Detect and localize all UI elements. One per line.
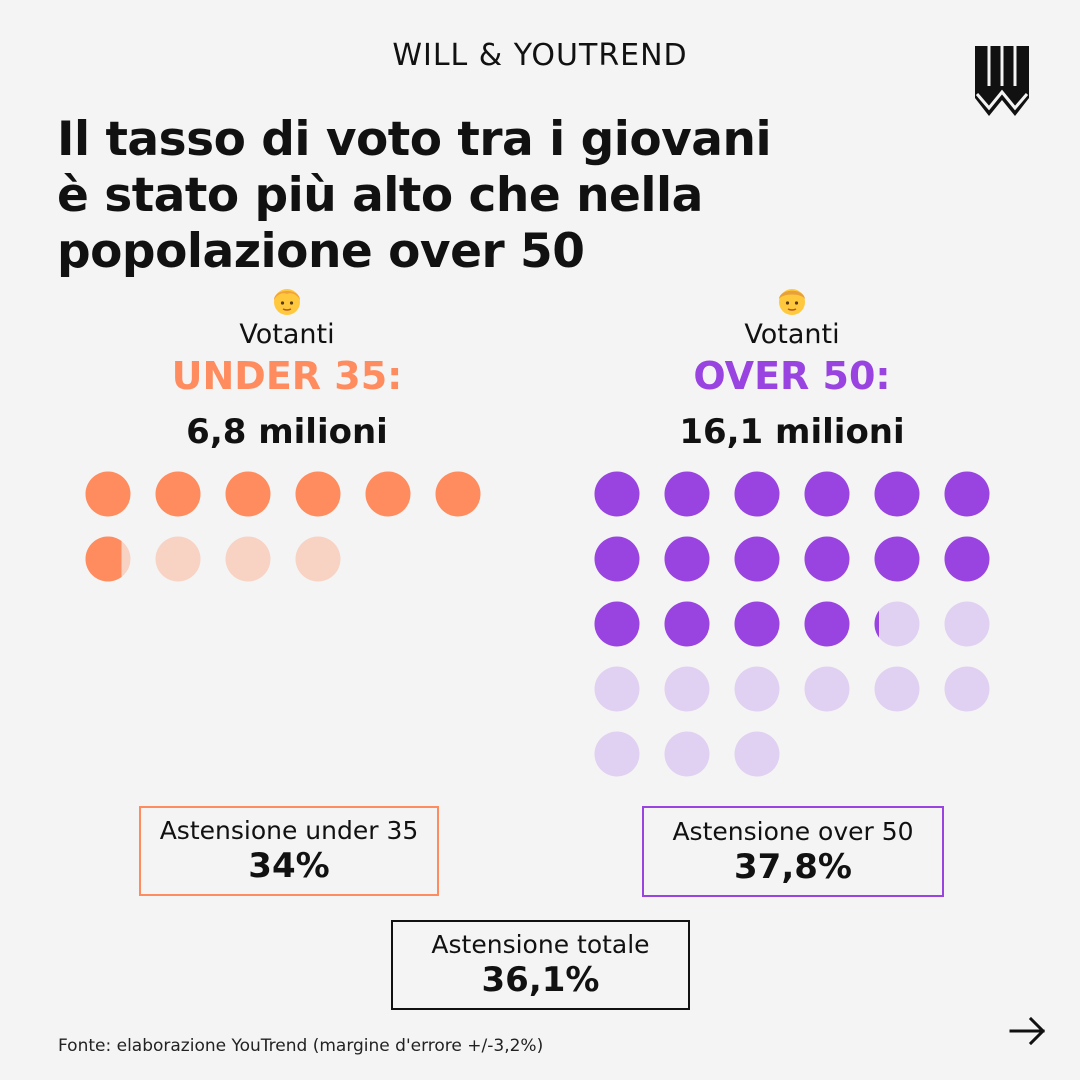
waffle-dot-fill-over50-13	[664, 601, 710, 647]
waffle-dot-fill-over50-15	[804, 601, 850, 647]
voters-over50: 16,1 milioni	[679, 412, 905, 452]
waffle-dot-fill-under35-0	[85, 471, 131, 517]
abstention-under35-value: 34%	[248, 846, 330, 886]
waffle-dot-over50-19	[664, 666, 710, 712]
waffle-dot-fill-over50-0	[594, 471, 640, 517]
waffle-dot-over50-22	[874, 666, 920, 712]
waffle-dot-fill-over50-1	[664, 471, 710, 517]
waffle-dot-fill-under35-2	[225, 471, 271, 517]
votanti-label: Votanti	[239, 319, 335, 350]
page-title: Il tasso di voto tra i giovani è stato p…	[57, 112, 937, 280]
waffle-dot-fill-over50-10	[874, 536, 920, 582]
waffle-dot-under35-8	[225, 536, 271, 582]
waffle-dot-fill-over50-5	[944, 471, 990, 517]
young-person-emoji-icon	[274, 289, 300, 315]
abstention-over50-box: Astensione over 50 37,8%	[642, 806, 944, 897]
waffle-dot-over50-21	[804, 666, 850, 712]
waffle-dot-fill-under35-3	[295, 471, 341, 517]
waffle-dot-fill-under35-6	[85, 536, 122, 582]
abstention-over50-value: 37,8%	[734, 847, 852, 887]
waffle-dot-under35-9	[295, 536, 341, 582]
waffle-dot-over50-23	[944, 666, 990, 712]
title-line: è stato più alto che nella	[57, 168, 703, 223]
brand-header: WILL & YOUTREND	[392, 38, 688, 73]
waffle-dot-over50-26	[734, 731, 780, 777]
abstention-under35-label: Astensione under 35	[159, 816, 419, 845]
arrow-right-icon[interactable]	[1008, 1016, 1048, 1046]
waffle-dot-fill-over50-4	[874, 471, 920, 517]
waffle-dot-fill-under35-5	[435, 471, 481, 517]
waffle-dot-fill-over50-8	[734, 536, 780, 582]
waffle-dot-under35-7	[155, 536, 201, 582]
waffle-dot-fill-over50-12	[594, 601, 640, 647]
abstention-total-label: Astensione totale	[431, 930, 650, 959]
group-name-over50: OVER 50:	[693, 354, 891, 398]
waffle-dot-fill-under35-1	[155, 471, 201, 517]
waffle-dot-over50-16	[874, 601, 920, 647]
group-name-under35: UNDER 35:	[171, 354, 403, 398]
will-logo-icon	[975, 46, 1029, 116]
waffle-dot-fill-over50-2	[734, 471, 780, 517]
waffle-dot-fill-over50-6	[594, 536, 640, 582]
source-note: Fonte: elaborazione YouTrend (margine d'…	[58, 1036, 544, 1056]
waffle-dot-over50-18	[594, 666, 640, 712]
waffle-dot-fill-under35-4	[365, 471, 411, 517]
abstention-over50-label: Astensione over 50	[672, 817, 914, 846]
votanti-label: Votanti	[744, 319, 840, 350]
waffle-dot-fill-over50-7	[664, 536, 710, 582]
abstention-total-value: 36,1%	[481, 960, 600, 1000]
older-man-emoji-icon	[779, 289, 805, 315]
over50-header: Votanti OVER 50: 16,1 milioni	[582, 282, 1002, 452]
under35-header: Votanti UNDER 35: 6,8 milioni	[77, 282, 497, 452]
abstention-total-box: Astensione totale 36,1%	[391, 920, 690, 1010]
title-line: Il tasso di voto tra i giovani	[57, 112, 772, 167]
abstention-under35-box: Astensione under 35 34%	[139, 806, 439, 896]
waffle-dot-fill-over50-9	[804, 536, 850, 582]
waffle-dot-over50-25	[664, 731, 710, 777]
waffle-dot-over50-20	[734, 666, 780, 712]
waffle-dot-fill-over50-16	[874, 610, 879, 638]
waffle-dot-fill-over50-11	[944, 536, 990, 582]
waffle-dot-fill-over50-3	[804, 471, 850, 517]
voters-under35: 6,8 milioni	[186, 412, 388, 452]
waffle-dot-over50-17	[944, 601, 990, 647]
title-line: popolazione over 50	[57, 224, 585, 279]
waffle-dot-fill-over50-14	[734, 601, 780, 647]
waffle-dot-over50-24	[594, 731, 640, 777]
